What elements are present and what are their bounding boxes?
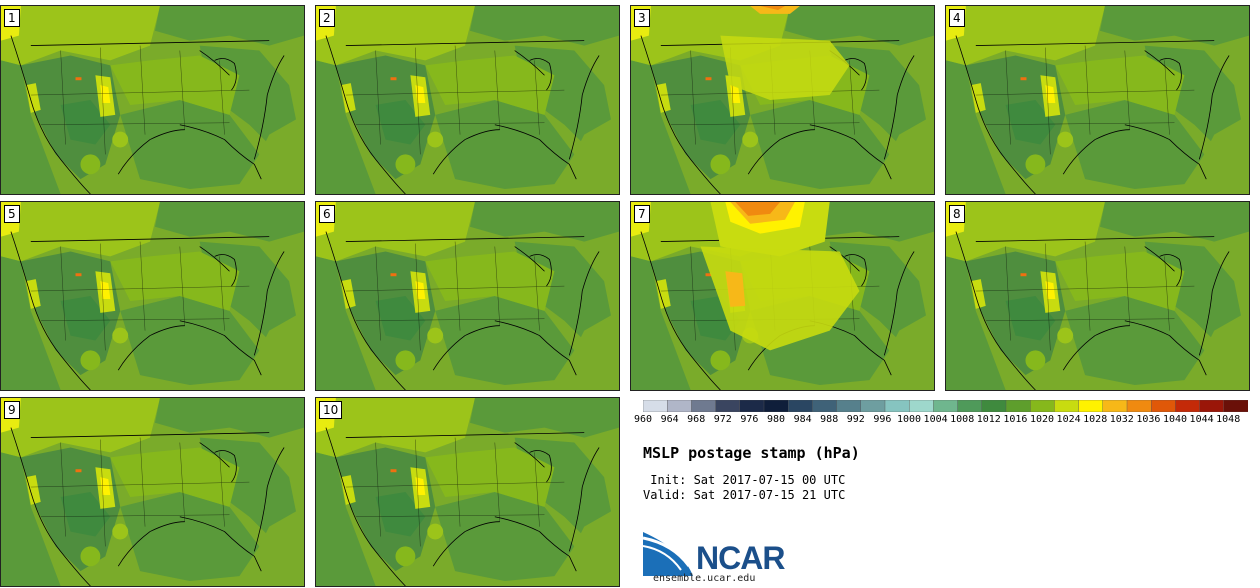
colorbar-swatch bbox=[909, 400, 934, 412]
stamp-panel-9: 9 bbox=[0, 397, 305, 587]
stamp-panel-1: 1 bbox=[0, 5, 305, 195]
chart-title: MSLP postage stamp (hPa) bbox=[643, 444, 860, 462]
site-url: ensemble.ucar.edu bbox=[653, 573, 756, 584]
colorbar-swatch bbox=[933, 400, 959, 412]
panel-number: 5 bbox=[4, 205, 20, 223]
colorbar-tick: 964 bbox=[660, 414, 679, 425]
colorbar-swatch bbox=[787, 400, 813, 412]
mslp-map bbox=[316, 202, 619, 390]
mslp-map bbox=[316, 398, 619, 586]
ncar-logo-icon bbox=[643, 532, 693, 576]
colorbar-swatch bbox=[957, 400, 983, 412]
colorbar-tick: 1036 bbox=[1136, 414, 1161, 425]
colorbar-swatch bbox=[667, 400, 692, 412]
colorbar-swatch bbox=[812, 400, 838, 412]
colorbar-tick: 1024 bbox=[1056, 414, 1081, 425]
colorbar-swatch bbox=[1199, 400, 1225, 412]
mslp-map bbox=[946, 6, 1249, 194]
colorbar-swatch bbox=[715, 400, 741, 412]
colorbar-tick: 1004 bbox=[923, 414, 948, 425]
stamp-panel-3: 3 bbox=[630, 5, 935, 195]
colorbar-swatch bbox=[1030, 400, 1055, 412]
mslp-map bbox=[1, 6, 304, 194]
colorbar-swatch bbox=[1126, 400, 1152, 412]
colorbar-tick: 976 bbox=[740, 414, 759, 425]
colorbar-tick: 1012 bbox=[976, 414, 1001, 425]
colorbar-tick: 960 bbox=[633, 414, 653, 425]
colorbar-tick-labels: 960 964 968 972 976 980 984 988 992 996 1000 1004 10… bbox=[632, 414, 1252, 428]
colorbar-swatch bbox=[884, 400, 910, 412]
colorbar-swatch bbox=[1102, 400, 1128, 412]
colorbar-tick: 996 bbox=[873, 414, 892, 425]
colorbar-tick: 972 bbox=[713, 414, 732, 425]
colorbar-tick: 1016 bbox=[1003, 414, 1028, 425]
panel-number: 7 bbox=[634, 205, 650, 223]
panel-number: 2 bbox=[319, 9, 335, 27]
stamp-panel-6: 6 bbox=[315, 201, 620, 391]
panel-number: 6 bbox=[319, 205, 335, 223]
colorbar-swatch bbox=[1005, 400, 1031, 412]
colorbar-swatch bbox=[1054, 400, 1080, 412]
panel-number: 1 bbox=[4, 9, 20, 27]
valid-time: Valid: Sat 2017-07-15 21 UTC bbox=[643, 488, 846, 502]
stamp-panel-10: 10 bbox=[315, 397, 620, 587]
colorbar-swatch bbox=[1151, 400, 1176, 412]
mslp-map bbox=[946, 202, 1249, 390]
colorbar-tick: 1048 bbox=[1216, 414, 1241, 425]
panel-number: 9 bbox=[4, 401, 20, 419]
mslp-map bbox=[631, 6, 934, 194]
colorbar-tick: 984 bbox=[793, 414, 812, 425]
mslp-map bbox=[1, 398, 304, 586]
colorbar-tick: 980 bbox=[766, 414, 786, 425]
mslp-map bbox=[1, 202, 304, 390]
colorbar-swatch bbox=[1078, 400, 1104, 412]
colorbar-tick: 1040 bbox=[1162, 414, 1188, 425]
colorbar-swatch bbox=[981, 400, 1007, 412]
colorbar-swatch bbox=[691, 400, 717, 412]
colorbar-tick: 1020 bbox=[1029, 414, 1055, 425]
colorbar-tick: 1032 bbox=[1109, 414, 1134, 425]
panel-number: 10 bbox=[319, 401, 343, 419]
init-time: Init: Sat 2017-07-15 00 UTC bbox=[643, 473, 846, 487]
mslp-map bbox=[631, 202, 934, 390]
stamp-panel-5: 5 bbox=[0, 201, 305, 391]
colorbar-swatch bbox=[1223, 400, 1248, 412]
panel-number: 3 bbox=[634, 9, 650, 27]
mslp-colorbar bbox=[643, 400, 1248, 412]
stamp-panel-8: 8 bbox=[945, 201, 1250, 391]
colorbar-tick: 1028 bbox=[1083, 414, 1108, 425]
stamp-panel-2: 2 bbox=[315, 5, 620, 195]
ncar-logo-text: NCAR bbox=[696, 540, 785, 576]
colorbar-tick: 1000 bbox=[896, 414, 922, 425]
colorbar-swatch bbox=[836, 400, 862, 412]
colorbar-swatch bbox=[739, 400, 765, 412]
colorbar-swatch bbox=[643, 400, 668, 412]
colorbar-swatch bbox=[1175, 400, 1201, 412]
colorbar-tick: 992 bbox=[846, 414, 865, 425]
stamp-panel-4: 4 bbox=[945, 5, 1250, 195]
colorbar-swatch bbox=[763, 400, 789, 412]
panel-number: 4 bbox=[949, 9, 965, 27]
stamp-panel-7: 7 bbox=[630, 201, 935, 391]
colorbar-tick: 968 bbox=[687, 414, 706, 425]
colorbar-tick: 1044 bbox=[1189, 414, 1214, 425]
panel-number: 8 bbox=[949, 205, 965, 223]
mslp-map bbox=[316, 6, 619, 194]
colorbar-tick: 1008 bbox=[950, 414, 975, 425]
colorbar-tick: 988 bbox=[820, 414, 839, 425]
colorbar-swatch bbox=[860, 400, 886, 412]
